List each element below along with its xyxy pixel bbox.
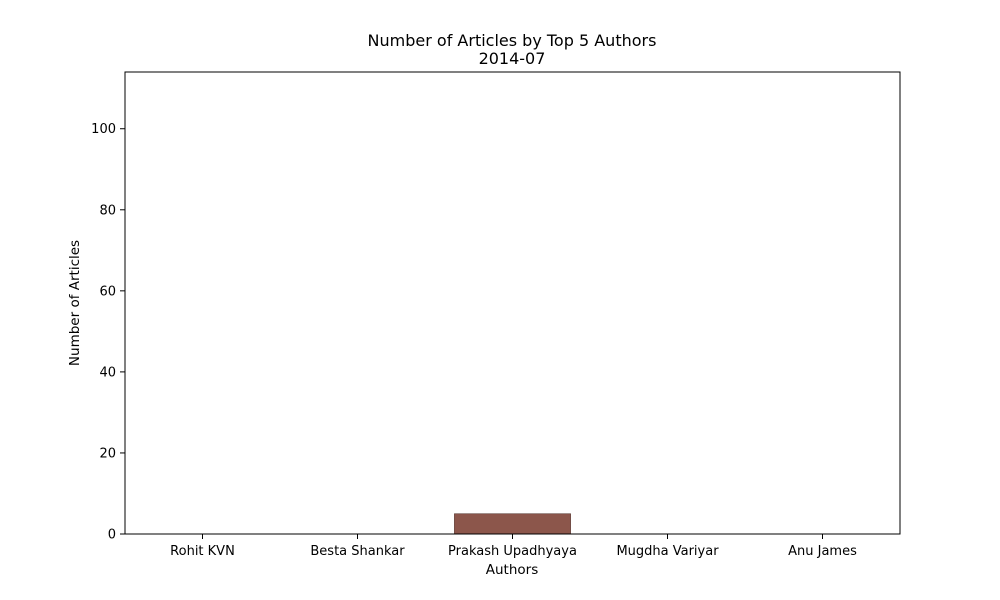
y-tick-label: 40 (99, 365, 116, 380)
x-tick-label: Besta Shankar (310, 544, 405, 559)
y-tick-label: 0 (108, 528, 116, 543)
y-tick-label: 60 (99, 284, 116, 299)
plot-area: 0 20 40 60 80 100 Rohit KVN Besta Shankar Prakas… (91, 71, 901, 559)
y-axis-label: Number of Articles (67, 240, 83, 366)
x-tick-label: Mugdha Variyar (616, 544, 719, 559)
y-tick-label: 100 (91, 122, 116, 137)
y-tick-label: 20 (99, 446, 116, 461)
x-tick-label: Anu James (788, 544, 857, 559)
axes-frame (124, 71, 901, 535)
bar (454, 513, 571, 535)
chart-title: Number of Articles by Top 5 Authors (368, 31, 657, 50)
chart-subtitle: 2014-07 (479, 49, 546, 68)
x-tick-label: Rohit KVN (170, 544, 235, 559)
x-tick-label: Prakash Upadhyaya (448, 544, 577, 559)
y-tick-label: 80 (99, 203, 116, 218)
x-axis-label: Authors (486, 562, 538, 578)
